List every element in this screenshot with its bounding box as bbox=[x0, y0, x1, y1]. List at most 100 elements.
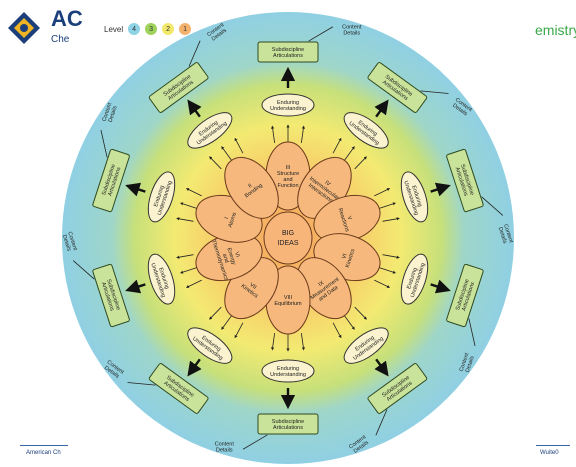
subdiscipline-ring: SubdisciplineArticulationsSubdisciplineA… bbox=[92, 41, 484, 435]
inner-arrow bbox=[382, 254, 400, 259]
inner-arrow bbox=[185, 188, 202, 197]
inner-arrow bbox=[379, 202, 397, 209]
inner-arrow bbox=[271, 333, 276, 351]
content-details-text: Details bbox=[465, 355, 476, 373]
big-idea-text: VII bbox=[248, 282, 257, 291]
content-connector bbox=[481, 196, 504, 216]
level-legend: Level 4 3 2 1 bbox=[104, 23, 192, 35]
inner-arrow bbox=[234, 322, 244, 339]
footer-rule-right bbox=[536, 445, 570, 446]
inner-arrow bbox=[185, 279, 202, 288]
outer-arrow bbox=[125, 279, 146, 294]
big-idea-text: Energy bbox=[225, 247, 236, 266]
content-connector bbox=[72, 260, 95, 280]
footer-right-text: Wuite0 bbox=[540, 450, 559, 456]
enduring-understanding-node bbox=[343, 112, 389, 149]
inner-arrow bbox=[382, 217, 400, 222]
big-idea-text: and bbox=[221, 253, 230, 264]
subdiscipline-rect bbox=[148, 363, 209, 414]
subdiscipline-rect bbox=[446, 263, 484, 328]
content-details-text: Content bbox=[459, 352, 471, 373]
big-idea-text: V bbox=[346, 216, 353, 222]
content-details-text: Content bbox=[215, 441, 235, 447]
content-connector bbox=[375, 409, 388, 436]
inner-arrow bbox=[300, 333, 305, 351]
inner-arrow bbox=[374, 188, 391, 197]
enduring-understanding-text: Enduring bbox=[277, 100, 299, 106]
inner-arrow bbox=[344, 146, 355, 161]
inner-arrow bbox=[354, 306, 367, 320]
big-idea-text: IX bbox=[318, 280, 326, 288]
content-connector bbox=[308, 26, 334, 42]
outer-arrow bbox=[187, 99, 202, 118]
enduring-understanding-node bbox=[187, 327, 233, 364]
content-details-text: Details bbox=[61, 234, 72, 252]
content-details-text: Content bbox=[342, 24, 362, 30]
content-details-text: Details bbox=[216, 447, 233, 453]
inner-arrow bbox=[176, 217, 194, 222]
inner-arrow bbox=[179, 267, 197, 274]
inner-arrow bbox=[221, 146, 232, 161]
inner-arrow bbox=[221, 315, 232, 330]
inner-arrow bbox=[374, 279, 391, 288]
inner-arrow bbox=[344, 315, 355, 330]
inner-arrow bbox=[234, 137, 244, 154]
content-details-text: Content bbox=[502, 223, 514, 244]
content-connector bbox=[242, 434, 268, 450]
subdiscipline-rect bbox=[148, 62, 209, 113]
outer-arrow bbox=[374, 99, 389, 118]
big-idea-text: IV bbox=[324, 180, 332, 188]
enduring-understanding-text: Understanding bbox=[270, 372, 306, 378]
subdiscipline-rect bbox=[92, 148, 130, 213]
inner-arrow bbox=[209, 156, 222, 170]
outer-arrows bbox=[125, 66, 451, 410]
logo-title: AC bbox=[51, 6, 83, 31]
subdiscipline-articulations-text: Articulations bbox=[273, 53, 303, 59]
inner-arrows bbox=[176, 124, 400, 352]
big-idea-text: VI bbox=[233, 251, 240, 258]
enduring-understanding-text: Understanding bbox=[270, 106, 306, 112]
content-details-text: Details bbox=[497, 226, 508, 244]
subdiscipline-rect bbox=[446, 148, 484, 213]
inner-arrow bbox=[300, 125, 305, 143]
inner-arrow bbox=[209, 306, 222, 320]
inner-arrow bbox=[354, 156, 367, 170]
outer-arrow bbox=[125, 182, 146, 197]
subdiscipline-rect bbox=[257, 41, 319, 63]
inner-arrow bbox=[379, 267, 397, 274]
enduring-understanding-ring: EnduringUnderstandingEnduringUnderstandi… bbox=[147, 93, 429, 383]
footer-rule-left bbox=[20, 445, 68, 446]
acs-logo bbox=[6, 10, 42, 46]
enduring-understanding-node bbox=[147, 171, 176, 223]
content-connector bbox=[127, 382, 156, 386]
content-connector bbox=[420, 90, 449, 94]
enduring-understanding-node bbox=[147, 253, 176, 305]
center-text-1: BIG bbox=[282, 230, 294, 237]
content-connector bbox=[468, 318, 476, 347]
enduring-understanding-node bbox=[400, 253, 429, 305]
inner-arrow bbox=[332, 322, 342, 339]
subdiscipline-articulations-text: Subdiscipline bbox=[272, 47, 304, 53]
footer-left-text: American Ch bbox=[26, 450, 61, 456]
content-connector bbox=[188, 40, 201, 67]
legend-label: Level bbox=[104, 24, 124, 34]
big-idea-text: Structure bbox=[277, 171, 299, 177]
center-text-2: IDEAS bbox=[277, 240, 298, 247]
